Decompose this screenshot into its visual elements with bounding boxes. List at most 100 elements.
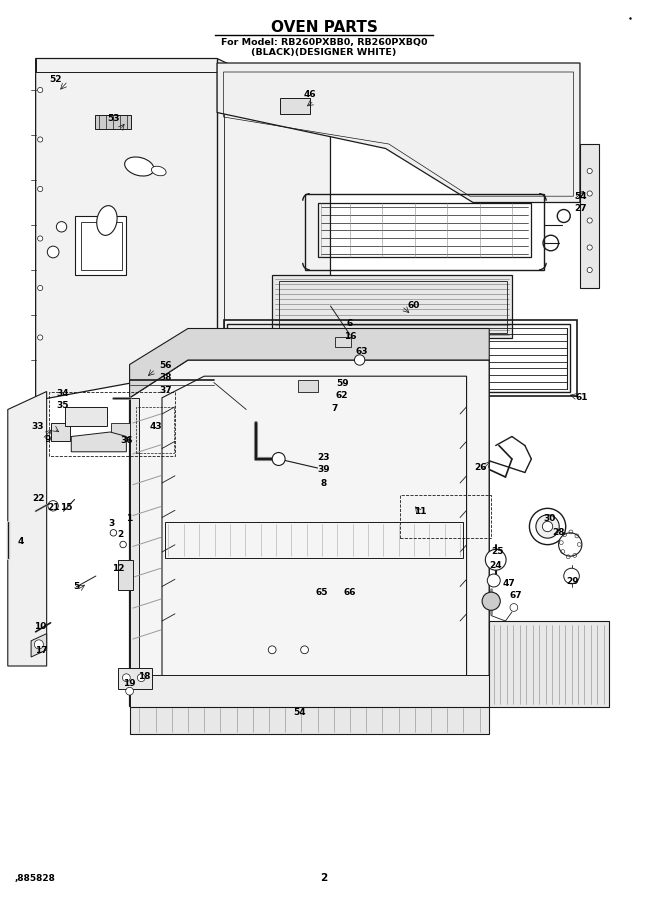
Circle shape xyxy=(301,646,308,653)
Text: 43: 43 xyxy=(149,422,162,431)
Text: 29: 29 xyxy=(566,577,579,586)
Text: 54: 54 xyxy=(294,708,307,717)
Text: 37: 37 xyxy=(159,386,172,395)
Polygon shape xyxy=(118,668,152,688)
Polygon shape xyxy=(130,328,489,398)
Polygon shape xyxy=(130,360,489,706)
Circle shape xyxy=(587,267,592,273)
Circle shape xyxy=(564,568,579,584)
Text: 5: 5 xyxy=(73,582,80,591)
Text: 62: 62 xyxy=(336,392,349,400)
Text: 1: 1 xyxy=(126,514,133,523)
Text: 65: 65 xyxy=(315,588,328,597)
Polygon shape xyxy=(130,675,489,706)
Circle shape xyxy=(529,508,566,544)
Text: 22: 22 xyxy=(32,494,45,503)
Text: 21: 21 xyxy=(47,503,60,512)
Polygon shape xyxy=(217,63,580,202)
Circle shape xyxy=(38,236,43,241)
Text: 18: 18 xyxy=(137,672,150,681)
Polygon shape xyxy=(489,621,609,707)
Circle shape xyxy=(122,674,130,681)
Polygon shape xyxy=(31,634,47,657)
Circle shape xyxy=(34,640,43,649)
Circle shape xyxy=(47,247,59,257)
Polygon shape xyxy=(65,407,107,426)
Text: 12: 12 xyxy=(111,564,124,573)
Circle shape xyxy=(126,688,133,695)
Circle shape xyxy=(137,674,145,681)
Text: 25: 25 xyxy=(491,547,504,556)
Text: For Model: RB260PXBB0, RB260PXBQ0: For Model: RB260PXBB0, RB260PXBQ0 xyxy=(221,39,427,48)
Bar xyxy=(95,115,132,130)
Circle shape xyxy=(56,221,67,232)
Polygon shape xyxy=(8,392,47,666)
Text: ,885828: ,885828 xyxy=(15,874,56,883)
Polygon shape xyxy=(81,222,122,270)
Text: 9: 9 xyxy=(44,435,51,444)
Text: 56: 56 xyxy=(159,361,172,370)
Polygon shape xyxy=(118,560,133,590)
Circle shape xyxy=(120,541,126,548)
Text: 35: 35 xyxy=(56,401,69,410)
Polygon shape xyxy=(71,432,126,452)
Circle shape xyxy=(295,104,299,108)
Text: 67: 67 xyxy=(509,591,522,600)
Text: 60: 60 xyxy=(407,302,420,310)
Text: 26: 26 xyxy=(474,464,487,472)
Polygon shape xyxy=(51,423,70,441)
Text: 28: 28 xyxy=(552,528,565,537)
Text: 8: 8 xyxy=(321,479,327,488)
Text: 3: 3 xyxy=(108,519,115,528)
Circle shape xyxy=(354,355,365,365)
Text: 39: 39 xyxy=(318,465,330,474)
Text: 30: 30 xyxy=(543,514,556,523)
Circle shape xyxy=(536,515,559,538)
Circle shape xyxy=(38,137,43,142)
Circle shape xyxy=(294,104,297,108)
Circle shape xyxy=(587,245,592,250)
Text: 16: 16 xyxy=(343,332,356,341)
Circle shape xyxy=(487,574,500,587)
Text: 24: 24 xyxy=(489,561,502,570)
Text: 2: 2 xyxy=(320,873,328,883)
Text: 11: 11 xyxy=(413,507,426,516)
Circle shape xyxy=(38,285,43,291)
Text: 19: 19 xyxy=(123,680,136,688)
Text: 63: 63 xyxy=(355,346,368,356)
Polygon shape xyxy=(130,398,139,706)
Circle shape xyxy=(587,218,592,223)
Polygon shape xyxy=(580,144,599,288)
Ellipse shape xyxy=(152,166,166,176)
Circle shape xyxy=(110,529,117,536)
Text: 36: 36 xyxy=(121,436,133,445)
Circle shape xyxy=(38,335,43,340)
Circle shape xyxy=(587,168,592,174)
Circle shape xyxy=(38,87,43,93)
Text: 33: 33 xyxy=(31,422,44,431)
Text: 52: 52 xyxy=(49,75,62,84)
Text: 47: 47 xyxy=(503,579,516,588)
Text: 54: 54 xyxy=(574,192,587,201)
Polygon shape xyxy=(111,423,130,436)
Polygon shape xyxy=(75,216,126,274)
Text: 59: 59 xyxy=(336,379,349,388)
Polygon shape xyxy=(272,274,512,338)
Text: 34: 34 xyxy=(56,389,69,398)
Polygon shape xyxy=(298,380,318,392)
Ellipse shape xyxy=(124,157,154,176)
Text: 6: 6 xyxy=(347,320,353,328)
Text: 38: 38 xyxy=(159,374,172,382)
Text: 46: 46 xyxy=(303,90,316,99)
Text: 27: 27 xyxy=(574,204,587,213)
Text: (BLACK)(DESIGNER WHITE): (BLACK)(DESIGNER WHITE) xyxy=(251,48,397,57)
Text: 61: 61 xyxy=(575,393,588,402)
Circle shape xyxy=(482,592,500,610)
Text: 7: 7 xyxy=(331,404,338,413)
Text: OVEN PARTS: OVEN PARTS xyxy=(271,21,377,35)
Text: 17: 17 xyxy=(35,646,48,655)
Circle shape xyxy=(294,104,299,108)
Polygon shape xyxy=(130,706,489,733)
Circle shape xyxy=(38,186,43,192)
Text: 10: 10 xyxy=(34,622,47,631)
